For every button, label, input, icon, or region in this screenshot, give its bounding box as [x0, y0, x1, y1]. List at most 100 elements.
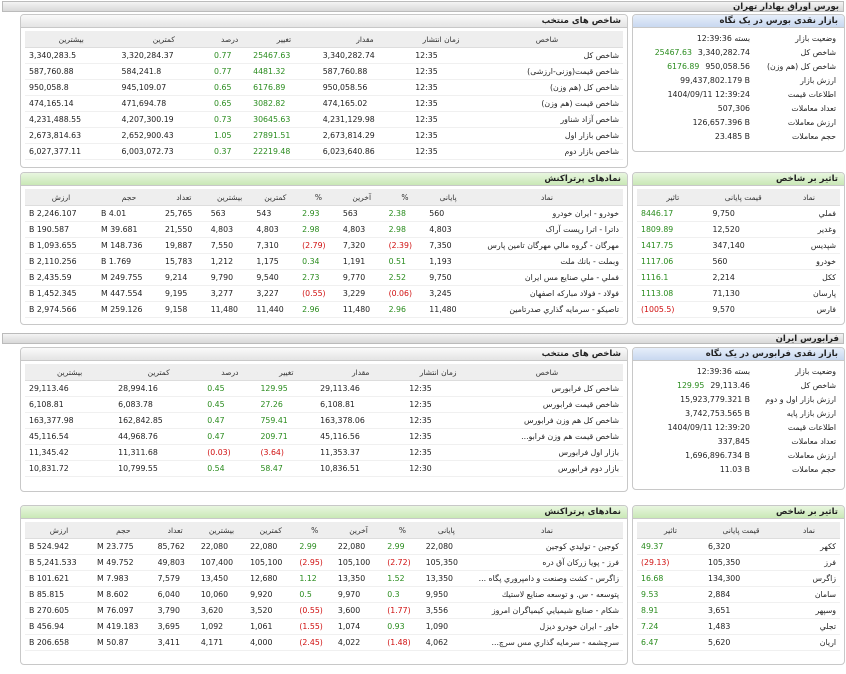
cell: 1.05: [210, 127, 250, 144]
cell: 6176.89: [249, 79, 319, 96]
cell: 2,974.566 B: [25, 301, 97, 318]
cell: 3,695: [153, 618, 197, 635]
cell: 49,803: [153, 554, 197, 571]
row-name: فملي: [778, 205, 840, 222]
row-name: شكام - صنايع شيميايي كيمياگران امروز: [471, 602, 623, 619]
glance-value: 15,923,779.321 B: [637, 392, 754, 406]
glance-label: ارزش بازار: [800, 75, 836, 85]
indices-row: شاخص کل هم وزن فرابورس 12:35 163,378.06 759…: [25, 412, 623, 429]
cell: 474,165.02: [318, 95, 412, 112]
cell: 30645.63: [249, 111, 319, 128]
row-name: ككهر: [778, 538, 840, 555]
cell: 107,400: [196, 554, 247, 571]
indices-row: بازار دوم فرابورس 12:30 10,836.51 58.47 0.54…: [25, 460, 623, 477]
cell: 1116.1: [637, 269, 709, 286]
column-header: تغییر: [249, 31, 319, 48]
column-header: ارزش: [25, 522, 94, 539]
glance-row: شاخص کل 25467.63 3,340,282.74: [637, 45, 840, 59]
cell: (2.72): [383, 554, 422, 571]
row-name: بازار دوم فرابورس: [471, 460, 623, 477]
cell: 0.51: [384, 253, 426, 270]
row-name: ككل: [778, 269, 840, 286]
cell: 0.65: [210, 79, 250, 96]
column-header: بیشترین: [25, 364, 115, 381]
glance-panel: بازار نقدی بورس در یک نگاه وضعیت بازار بست…: [632, 14, 845, 152]
cell: 163,378.06: [316, 412, 406, 429]
cell: 10,831.72: [25, 460, 115, 477]
cell: 10,799.55: [114, 460, 204, 477]
cell: 6,320: [703, 538, 778, 555]
row-name: فرز: [778, 554, 840, 571]
cell: 4,171: [196, 634, 247, 651]
impact-row: فملي 9,750 8446.17: [637, 205, 840, 222]
column-header: بیشترین: [196, 522, 247, 539]
cell: 45,116.54: [25, 428, 115, 445]
cell: 4,062: [421, 634, 471, 651]
cell: 3,620: [196, 602, 247, 619]
glance-change: 6176.89: [667, 61, 700, 71]
cell: 1.12: [295, 570, 334, 587]
section-title: فرابورس ایران: [2, 333, 844, 344]
glance-row: وضعیت بازار بسته 12:39:36: [637, 364, 840, 378]
cell: (1005.5): [637, 301, 709, 318]
panel-title: بازار نقدی فرابورس در یک نگاه: [633, 348, 844, 361]
header-row: نماد پایانی% آخرین% کمترین بیشترین تعداد حجم ار…: [25, 522, 623, 539]
cell: 1,093.655 B: [25, 237, 97, 254]
glance-table: وضعیت بازار بسته 12:39:36 شاخص کل 25467.63 3…: [637, 31, 840, 143]
column-header: کمترین: [117, 31, 211, 48]
row-name: سرچشمه - سرمايه گذاري مس سرچ...: [471, 634, 623, 651]
row-name: شپديس: [778, 237, 840, 254]
column-header: پایانی: [421, 522, 471, 539]
cell: 1.769 B: [96, 253, 162, 270]
cell: 12:35: [411, 47, 471, 64]
cell: 5,620: [703, 634, 778, 651]
glance-amount: 11.03 B: [719, 464, 750, 474]
column-header: نماد: [778, 522, 840, 539]
glance-amount: 507,306: [717, 103, 750, 113]
cell: 58.47: [256, 460, 317, 477]
cell: 12:35: [411, 127, 471, 144]
panel-title: شاخص های منتخب: [21, 348, 627, 361]
cell: 45,116.56: [316, 428, 406, 445]
header-row: نماد پایانی% آخرین% کمترین بیشترین تعداد حجم ار…: [25, 189, 623, 206]
row-name: شاخص قیمت هم وزن فرابو...: [471, 428, 623, 445]
cell: (0.03): [203, 444, 257, 461]
cell: 419.183 M: [93, 618, 154, 635]
cell: 3,411: [153, 634, 197, 651]
panel-title: نمادهای پرتراکنش: [21, 173, 627, 186]
cell: 8.602 M: [93, 586, 154, 603]
cell: 945,109.07: [117, 79, 211, 96]
glance-row: ارزش بازار اول و دوم 15,923,779.321 B: [637, 392, 840, 406]
row-name: پارسان: [778, 285, 840, 302]
row-name: تاصيكو - سرمايه گذاري صدرتامين: [471, 301, 623, 318]
row-name: سامان: [778, 586, 840, 603]
trending-row: سرچشمه - سرمايه گذاري مس سرچ... 4,062 (1.4…: [25, 634, 623, 651]
cell: 7,579: [153, 570, 197, 587]
cell: 29,113.46: [25, 380, 115, 397]
cell: 7,320: [338, 237, 385, 254]
column-header: کمترین: [252, 189, 299, 206]
glance-row: ارزش بازار 99,437,802.179 B: [637, 73, 840, 87]
glance-row: ارزش معاملات 126,657.396 B: [637, 115, 840, 129]
cell: 4,231,488.55: [25, 111, 118, 128]
cell: 471,694.78: [117, 95, 211, 112]
impact-row: فارس 9,570 (1005.5): [637, 301, 840, 318]
cell: 4,022: [333, 634, 384, 651]
cell: 9,158: [161, 301, 207, 318]
glance-value: 25467.63 3,340,282.74: [637, 45, 754, 59]
glance-amount: 1404/09/11 12:39:20: [667, 422, 750, 432]
glance-row: اطلاعات قیمت 1404/09/11 12:39:24: [637, 87, 840, 101]
glance-row: شاخص کل 129.95 29,113.46: [637, 378, 840, 392]
cell: 560: [425, 205, 471, 222]
glance-value: 1,696,896.734 B: [637, 448, 754, 462]
cell: 3,227: [252, 285, 299, 302]
header-row: شاخص زمان انتشار مقدار تغییر درصد کمترین بیشتر…: [25, 364, 623, 381]
column-header: قیمت پایانی: [703, 522, 778, 539]
cell: 563: [206, 205, 253, 222]
row-name: اريان: [778, 634, 840, 651]
cell: 105,350: [421, 554, 471, 571]
trending-row: خودرو - ايران خودرو 560 2.38 563 2.93 543 563 2…: [25, 205, 623, 222]
column-header: ارزش: [25, 189, 97, 206]
cell: 7,550: [206, 237, 253, 254]
